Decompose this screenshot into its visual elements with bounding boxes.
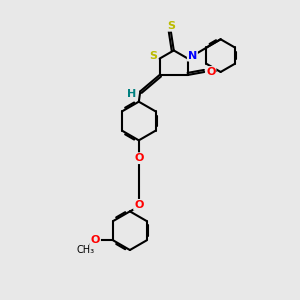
Text: O: O — [134, 200, 143, 210]
Text: N: N — [188, 51, 197, 61]
Text: H: H — [128, 89, 136, 99]
Text: O: O — [206, 67, 215, 77]
Text: O: O — [91, 236, 100, 245]
Text: S: S — [167, 21, 175, 31]
Text: O: O — [134, 153, 143, 163]
Text: S: S — [149, 51, 157, 61]
Text: CH₃: CH₃ — [77, 245, 95, 255]
